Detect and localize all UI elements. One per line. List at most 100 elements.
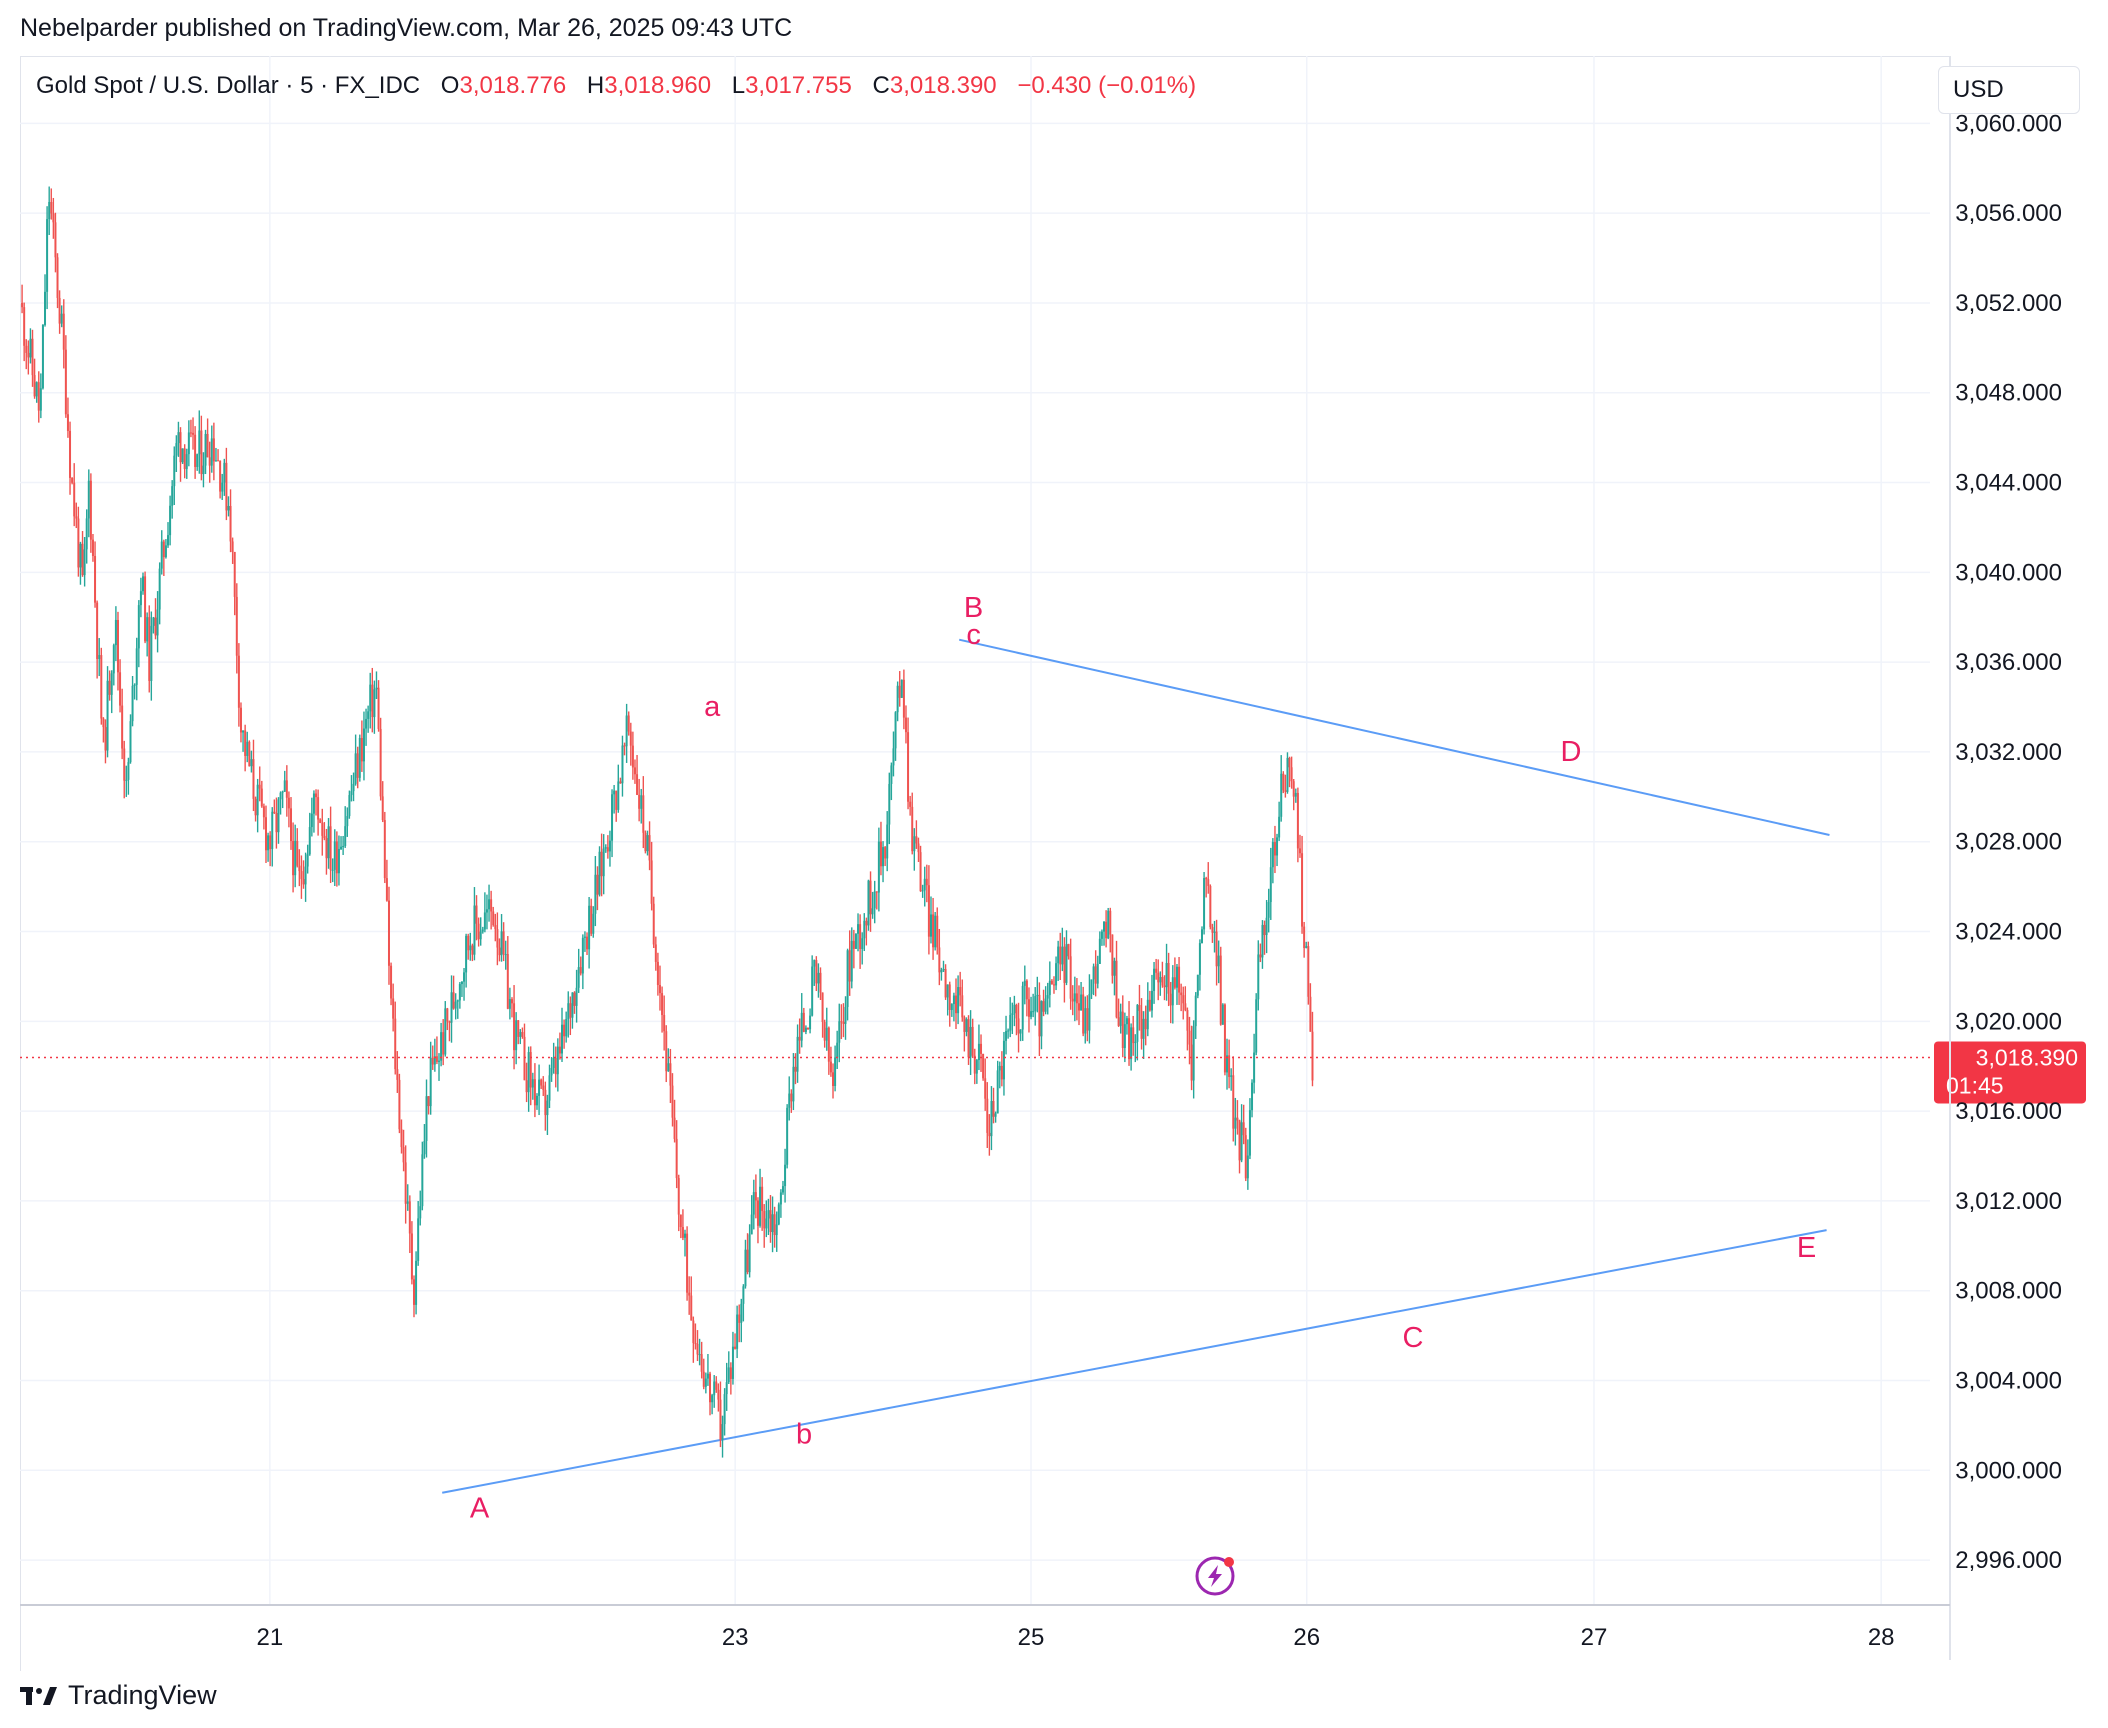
candle-body (41, 324, 44, 389)
candle-body (404, 1162, 407, 1204)
candle-body (419, 1206, 422, 1219)
candle-body (294, 840, 297, 876)
candle-body (217, 460, 220, 462)
candle-body (210, 438, 213, 466)
candle-body (986, 1098, 989, 1133)
candle-body (1000, 1065, 1003, 1080)
tradingview-brand[interactable]: TradingView (20, 1680, 217, 1711)
candle-body (323, 835, 326, 839)
candle-body (62, 313, 65, 350)
candle-body (1088, 993, 1091, 1031)
candle-body (565, 1019, 568, 1037)
candle-body (863, 920, 866, 939)
candle-body (496, 929, 499, 948)
candle-body (1138, 1005, 1141, 1011)
candle-body (110, 673, 113, 695)
candle-body (83, 549, 86, 576)
candle-body (925, 878, 928, 886)
candle-body (435, 1056, 438, 1062)
wave-label-b[interactable]: b (796, 1418, 812, 1450)
candle-body (621, 745, 624, 784)
candle-body (221, 482, 224, 492)
candle-body (1180, 992, 1183, 996)
close-label: C (872, 72, 890, 99)
candle-body (1255, 999, 1258, 1053)
candle-body (89, 480, 92, 540)
candle-body (1207, 879, 1210, 886)
candle-body (606, 847, 609, 852)
price-tick-label: 3,044.000 (1955, 470, 2062, 497)
candle-body (663, 1015, 666, 1032)
candle-body (79, 543, 82, 568)
candle-body (577, 967, 580, 988)
candle-body (694, 1343, 697, 1345)
high-label: H (586, 72, 605, 99)
candle-body (96, 602, 99, 659)
candle-body (625, 715, 628, 747)
candle-body (494, 925, 497, 930)
chart-pane[interactable] (20, 56, 1951, 1671)
candle-body (394, 1018, 397, 1070)
symbol-legend[interactable]: Gold Spot / U.S. Dollar · 5 · FX_IDC O3,… (36, 72, 1196, 100)
candle-body (225, 462, 228, 511)
candle-body (1057, 946, 1060, 964)
candle-body (702, 1371, 705, 1387)
symbol-title[interactable]: Gold Spot / U.S. Dollar · 5 · FX_IDC (36, 72, 421, 99)
candle-body (1244, 1135, 1247, 1179)
time-tick-label: 27 (1581, 1624, 1608, 1651)
wave-label-E[interactable]: E (1797, 1232, 1816, 1264)
candle-body (1173, 977, 1176, 988)
candle-body (1040, 1001, 1043, 1037)
candle-body (379, 728, 382, 797)
trendline-upper[interactable] (958, 638, 1830, 836)
candle-body (529, 1052, 532, 1088)
candle-body (550, 1067, 553, 1076)
candle-body (627, 715, 630, 732)
candle-body (1034, 996, 1037, 1012)
candle-body (698, 1354, 701, 1356)
candle-body (98, 655, 101, 659)
candle-body (116, 619, 119, 673)
currency-button[interactable]: USD (1938, 66, 2080, 114)
candle-body (744, 1249, 747, 1287)
candle-body (869, 880, 872, 915)
candle-body (940, 969, 943, 973)
candle-body (654, 944, 657, 962)
candle-body (290, 808, 293, 842)
candle-body (183, 448, 186, 470)
price-tick-label: 3,024.000 (1955, 919, 2062, 946)
candle-body (633, 767, 636, 775)
candle-body (875, 891, 878, 893)
candle-body (790, 1093, 793, 1102)
candle-body (1017, 1018, 1020, 1034)
candle-body (775, 1224, 778, 1236)
candle-body (1094, 966, 1097, 984)
candle-body (81, 543, 84, 576)
replay-lightning-icon[interactable] (1195, 1556, 1235, 1596)
candle-body (1142, 1018, 1145, 1039)
candle-body (1002, 1040, 1005, 1080)
wave-label-B[interactable]: B (964, 592, 983, 624)
candle-body (69, 430, 72, 478)
wave-label-C[interactable]: C (1403, 1322, 1424, 1354)
candle-body (488, 899, 491, 910)
candle-body (731, 1346, 734, 1379)
candle-body (756, 1200, 759, 1226)
candle-body (198, 430, 201, 455)
candle-body (31, 338, 34, 376)
candle-body (1257, 954, 1260, 1000)
trendline-lower[interactable] (442, 1229, 1827, 1494)
candle-body (279, 792, 282, 800)
candle-body (752, 1192, 755, 1215)
candle-body (865, 920, 868, 926)
candle-body (425, 1096, 428, 1141)
wave-label-a[interactable]: a (704, 691, 721, 723)
candle-body (185, 454, 188, 470)
candle-body (1121, 1011, 1124, 1049)
candle-body (248, 741, 251, 767)
wave-label-A[interactable]: A (470, 1492, 490, 1524)
wave-label-D[interactable]: D (1561, 736, 1582, 768)
candle-body (544, 1089, 547, 1116)
wave-label-c[interactable]: c (966, 619, 981, 651)
